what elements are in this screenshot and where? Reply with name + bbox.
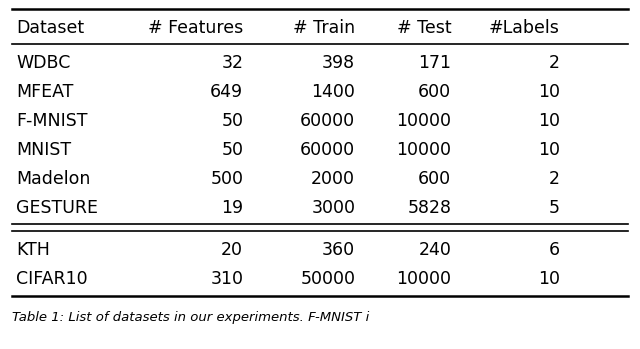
Text: 10000: 10000 bbox=[396, 141, 451, 159]
Text: 10: 10 bbox=[538, 270, 560, 288]
Text: # Train: # Train bbox=[293, 19, 355, 37]
Text: 20: 20 bbox=[221, 241, 243, 259]
Text: Table 1: List of datasets in our experiments. F-MNIST i: Table 1: List of datasets in our experim… bbox=[12, 311, 369, 324]
Text: 6: 6 bbox=[549, 241, 560, 259]
Text: 171: 171 bbox=[418, 54, 451, 72]
Text: 60000: 60000 bbox=[300, 112, 355, 130]
Text: MFEAT: MFEAT bbox=[16, 83, 74, 101]
Text: 600: 600 bbox=[418, 83, 451, 101]
Text: F-MNIST: F-MNIST bbox=[16, 112, 88, 130]
Text: 5: 5 bbox=[549, 199, 560, 217]
Text: 600: 600 bbox=[418, 170, 451, 188]
Text: 10: 10 bbox=[538, 83, 560, 101]
Text: 3000: 3000 bbox=[311, 199, 355, 217]
Text: 2: 2 bbox=[549, 170, 560, 188]
Text: 2: 2 bbox=[549, 54, 560, 72]
Text: Dataset: Dataset bbox=[16, 19, 84, 37]
Text: # Features: # Features bbox=[148, 19, 243, 37]
Text: 398: 398 bbox=[322, 54, 355, 72]
Text: 32: 32 bbox=[221, 54, 243, 72]
Text: MNIST: MNIST bbox=[16, 141, 71, 159]
Text: 5828: 5828 bbox=[407, 199, 451, 217]
Text: CIFAR10: CIFAR10 bbox=[16, 270, 88, 288]
Text: 10000: 10000 bbox=[396, 112, 451, 130]
Text: 50: 50 bbox=[221, 112, 243, 130]
Text: 1400: 1400 bbox=[311, 83, 355, 101]
Text: 10: 10 bbox=[538, 112, 560, 130]
Text: 19: 19 bbox=[221, 199, 243, 217]
Text: 360: 360 bbox=[322, 241, 355, 259]
Text: 240: 240 bbox=[419, 241, 451, 259]
Text: 10000: 10000 bbox=[396, 270, 451, 288]
Text: 10: 10 bbox=[538, 141, 560, 159]
Text: 649: 649 bbox=[210, 83, 243, 101]
Text: 310: 310 bbox=[210, 270, 243, 288]
Text: 50000: 50000 bbox=[300, 270, 355, 288]
Text: GESTURE: GESTURE bbox=[16, 199, 98, 217]
Text: Madelon: Madelon bbox=[16, 170, 90, 188]
Text: 500: 500 bbox=[210, 170, 243, 188]
Text: WDBC: WDBC bbox=[16, 54, 70, 72]
Text: # Test: # Test bbox=[397, 19, 451, 37]
Text: KTH: KTH bbox=[16, 241, 50, 259]
Text: #Labels: #Labels bbox=[489, 19, 560, 37]
Text: 50: 50 bbox=[221, 141, 243, 159]
Text: 60000: 60000 bbox=[300, 141, 355, 159]
Text: 2000: 2000 bbox=[311, 170, 355, 188]
